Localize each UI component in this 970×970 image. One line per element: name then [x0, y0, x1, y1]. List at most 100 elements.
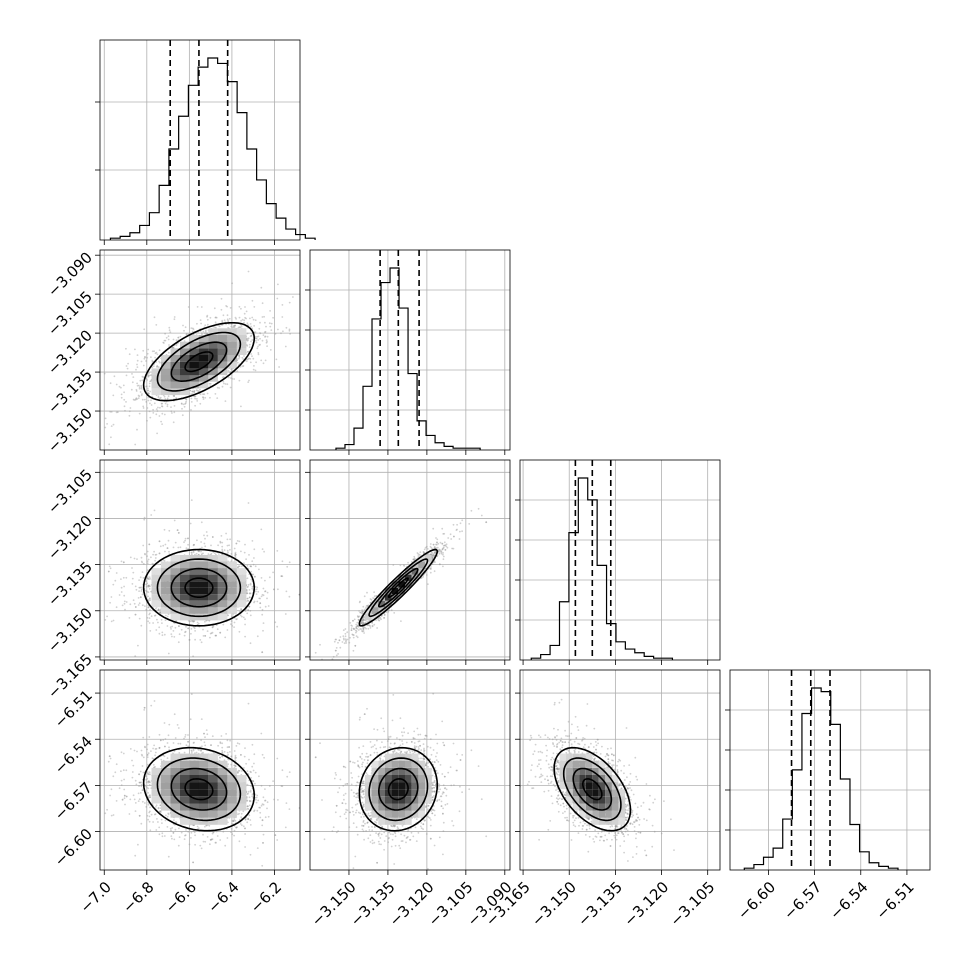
scatter-point [234, 316, 237, 319]
scatter-point [242, 358, 245, 361]
scatter-point [122, 576, 125, 579]
scatter-point [189, 389, 192, 392]
scatter-point [202, 701, 204, 703]
scatter-point [204, 736, 206, 739]
scatter-point [146, 754, 149, 756]
scatter-point [196, 322, 198, 325]
scatter-point [362, 618, 364, 621]
scatter-point [258, 344, 261, 346]
scatter-point [206, 314, 209, 317]
scatter-point [274, 834, 277, 836]
scatter-point [146, 743, 149, 746]
scatter-point [140, 394, 143, 397]
scatter-point [108, 443, 111, 446]
scatter-point [436, 546, 439, 549]
density-cell [189, 335, 199, 342]
scatter-point [249, 317, 251, 320]
density-cell [170, 368, 180, 376]
scatter-point [147, 577, 150, 580]
scatter-point [169, 331, 172, 333]
scatter-point [146, 777, 149, 780]
panel-frame-1-0 [99, 249, 301, 451]
scatter-point [249, 582, 252, 585]
scatter-point [238, 840, 241, 843]
scatter-point [121, 871, 123, 873]
scatter-point [87, 722, 89, 724]
density-cell [227, 594, 237, 601]
scatter-point [139, 576, 142, 579]
scatter-point [247, 585, 249, 588]
scatter-point [110, 788, 113, 791]
scatter-point [237, 813, 239, 816]
scatter-point [225, 305, 228, 307]
hist-frame-1 [309, 249, 511, 451]
scatter-point [154, 557, 157, 559]
scatter-point [360, 622, 362, 625]
scatter-point [226, 383, 229, 386]
scatter-point [258, 597, 261, 600]
scatter-point [440, 550, 443, 552]
scatter-point [365, 604, 368, 607]
scatter-point [146, 555, 149, 557]
scatter-point [230, 377, 232, 379]
density-cell [236, 348, 247, 355]
density-cell [236, 587, 247, 595]
scatter-point [240, 770, 243, 772]
scatter-point [165, 814, 167, 817]
scatter-point [137, 597, 140, 599]
density-cell [151, 767, 161, 775]
density-cell [217, 568, 228, 575]
scatter-point [417, 553, 420, 555]
scatter-point [244, 618, 246, 621]
scatter-point [236, 770, 239, 773]
scatter-point [145, 585, 148, 588]
scatter-point [364, 626, 366, 629]
scatter-point [246, 344, 249, 347]
scatter-point [249, 614, 252, 617]
scatter-point [148, 385, 151, 388]
scatter-point [350, 629, 353, 631]
density-cell [217, 600, 228, 608]
scatter-point [132, 398, 135, 401]
scatter-point [228, 317, 231, 320]
scatter-point [247, 337, 250, 340]
scatter-point [196, 306, 199, 308]
scatter-point [446, 546, 449, 549]
density-cell [198, 568, 209, 575]
scatter-point [356, 624, 359, 627]
scatter-point [148, 811, 151, 814]
scatter-point [250, 353, 253, 355]
scatter-point [154, 356, 157, 359]
scatter-point [261, 316, 264, 318]
scatter-point [149, 597, 151, 600]
scatter-point [199, 319, 202, 321]
scatter-point [246, 770, 249, 772]
scatter-point [203, 741, 206, 744]
density-cell [170, 587, 180, 595]
scatter-point [182, 324, 184, 327]
scatter-point [148, 584, 150, 587]
scatter-point [135, 397, 138, 400]
scatter-point [242, 365, 245, 367]
scatter-point [244, 623, 247, 626]
scatter-point [440, 552, 443, 555]
scatter-point [372, 597, 374, 599]
scatter-point [92, 433, 94, 435]
scatter-point [247, 808, 250, 810]
scatter-point [227, 376, 230, 379]
scatter-point [248, 343, 251, 346]
scatter-point [230, 755, 233, 758]
scatter-point [264, 816, 267, 819]
scatter-point [452, 523, 455, 526]
scatter-point [157, 806, 160, 809]
scatter-point [233, 834, 236, 837]
scatter-point [148, 780, 151, 783]
density-cell [180, 388, 190, 396]
density-cell [170, 381, 180, 389]
scatter-point [229, 751, 231, 753]
scatter-point [149, 390, 152, 393]
scatter-point [266, 807, 268, 810]
scatter-point [122, 561, 125, 564]
scatter-point [190, 632, 192, 635]
panel-content-3-0 [87, 693, 300, 873]
